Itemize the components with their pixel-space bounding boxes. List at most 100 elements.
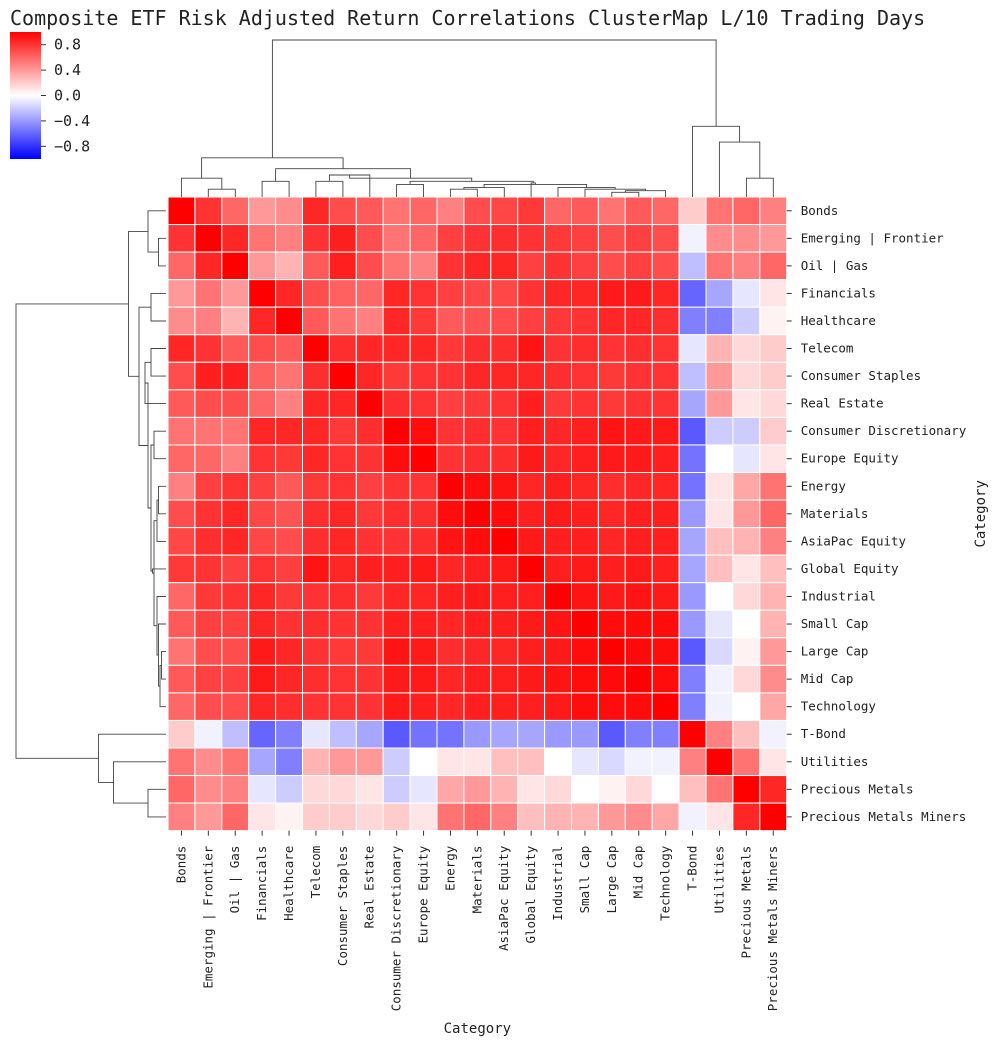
heatmap-cell (732, 775, 761, 804)
heatmap-cell (571, 279, 599, 308)
heatmap-cell (221, 472, 250, 501)
heatmap-cell (678, 527, 707, 556)
heatmap-cell (624, 416, 653, 446)
y-tick-label: AsiaPac Equity (801, 533, 907, 548)
heatmap-cell (436, 802, 465, 832)
heatmap-cell (275, 747, 304, 777)
heatmap-cell (302, 196, 330, 226)
heatmap-cell (732, 279, 761, 308)
heatmap-cell (302, 416, 330, 446)
x-tick-label: Financials (254, 846, 269, 921)
heatmap-cell (705, 582, 734, 611)
heatmap-cell (355, 334, 384, 363)
heatmap-cell (302, 582, 330, 611)
heatmap-cell (382, 389, 411, 418)
heatmap-cell (409, 664, 438, 694)
heatmap-cell (328, 802, 357, 832)
heatmap-cell (463, 361, 492, 391)
heatmap-cell (624, 609, 653, 639)
heatmap-cell (571, 472, 599, 501)
heatmap-cell (705, 416, 734, 446)
x-tick-label: Telecom (308, 846, 323, 899)
heatmap-cell (597, 416, 626, 446)
heatmap-cell (248, 692, 277, 721)
heatmap-cell (463, 692, 492, 721)
left-dendrogram-link (158, 237, 166, 267)
heatmap-cell (275, 334, 304, 363)
x-tick-label: Materials (469, 846, 484, 914)
heatmap-cell (490, 499, 519, 529)
heatmap-cell (490, 361, 519, 391)
heatmap-cell (275, 444, 304, 474)
heatmap-cell (436, 499, 465, 529)
heatmap-cell (544, 334, 572, 363)
heatmap-cell (221, 719, 250, 749)
heatmap-cell (328, 361, 357, 391)
heatmap-cell (651, 802, 680, 832)
heatmap-cell (490, 802, 519, 832)
heatmap-cell (597, 499, 626, 529)
heatmap-cell (490, 389, 519, 418)
heatmap-cell (571, 389, 599, 418)
heatmap-cell (436, 609, 465, 639)
heatmap-cell (355, 527, 384, 556)
heatmap-cell (382, 692, 411, 721)
heatmap-cell (571, 664, 599, 694)
heatmap-cell (705, 444, 734, 474)
heatmap-cell (544, 279, 572, 308)
heatmap-cell (759, 444, 788, 474)
heatmap-cell (651, 747, 680, 777)
top-dendrogram-link (530, 182, 536, 197)
colorbar-tick-label: 0.0 (54, 87, 81, 105)
heatmap-cell (463, 499, 492, 529)
x-tick-label: Consumer Staples (335, 846, 350, 966)
heatmap-cell (517, 692, 546, 721)
heatmap-cell (651, 444, 680, 474)
heatmap-cell (651, 279, 680, 308)
y-tick-label: Consumer Discretionary (801, 423, 967, 438)
heatmap-cell (302, 389, 330, 418)
heatmap-cell (167, 499, 196, 529)
heatmap-cell (759, 224, 788, 253)
heatmap-cell (571, 554, 599, 584)
heatmap-cell (517, 279, 546, 308)
heatmap-cell (302, 664, 330, 694)
heatmap-cell (275, 719, 304, 749)
heatmap-cell (517, 472, 546, 501)
heatmap-cell (759, 554, 788, 584)
heatmap-cell (409, 554, 438, 584)
top-dendrogram-link (409, 180, 534, 185)
heatmap-cell (732, 196, 761, 226)
heatmap-cell (517, 361, 546, 391)
heatmap-cell (328, 747, 357, 777)
heatmap-cell (328, 527, 357, 556)
heatmap-cell (221, 664, 250, 694)
heatmap-cell (409, 361, 438, 391)
heatmap-cell (382, 719, 411, 749)
heatmap-cell (302, 527, 330, 556)
x-tick-label: Global Equity (523, 845, 538, 943)
top-dendrogram-link (271, 39, 717, 158)
heatmap-cell (490, 251, 519, 281)
heatmap-cell (355, 692, 384, 721)
heatmap-cell (624, 802, 653, 832)
colorbar: 0.8 0.4 0.0 −0.4 −0.8 (10, 32, 90, 159)
x-tick-label: Consumer Discretionary (389, 845, 404, 1011)
y-tick-label: Materials (801, 506, 869, 521)
heatmap-cell (678, 279, 707, 308)
heatmap-cell (490, 224, 519, 253)
heatmap-cell (624, 499, 653, 529)
heatmap-cell (194, 692, 223, 721)
heatmap-cell (355, 637, 384, 666)
heatmap-cell (759, 747, 788, 777)
heatmap-cell (328, 692, 357, 721)
heatmap-cell (248, 279, 277, 308)
top-dendrogram-link (449, 188, 478, 197)
heatmap-cell (436, 196, 465, 226)
heatmap-cell (248, 224, 277, 253)
left-dendrogram-link (161, 651, 166, 680)
heatmap-cell (382, 334, 411, 363)
heatmap-cell (732, 444, 761, 474)
heatmap-cell (678, 416, 707, 446)
heatmap-cell (490, 416, 519, 446)
